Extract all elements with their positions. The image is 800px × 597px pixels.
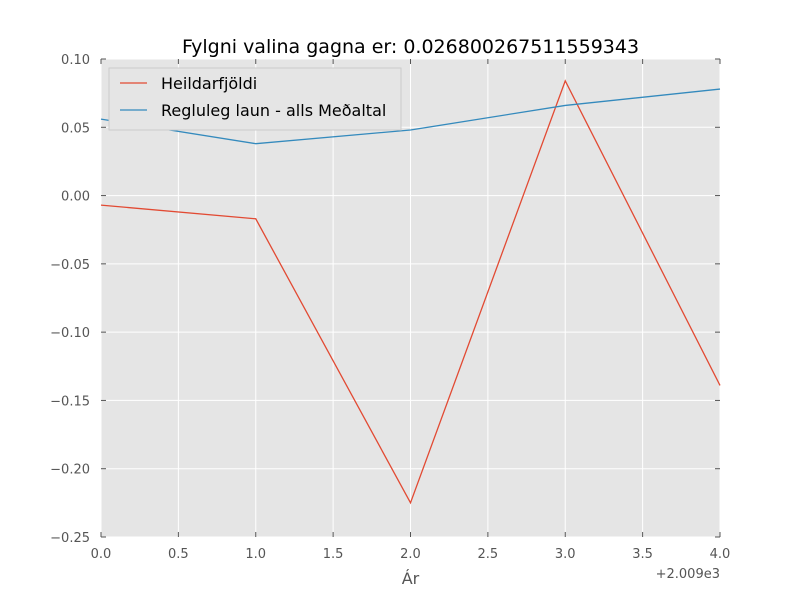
legend-label-1: Heildarfjöldi <box>161 74 257 93</box>
y-tick-label: −0.15 <box>50 394 90 409</box>
x-tick-label: 0.0 <box>91 547 112 562</box>
y-tick-label: −0.25 <box>50 531 90 546</box>
x-tick-label: 3.0 <box>555 547 576 562</box>
x-tick-label: 2.5 <box>478 547 499 562</box>
y-tick-label: −0.05 <box>50 258 90 273</box>
series-line-2 <box>100 88 721 145</box>
x-tick-label: 4.0 <box>710 547 731 562</box>
series-lines <box>100 79 721 505</box>
x-tick-label: 3.5 <box>632 547 653 562</box>
axis-ticks: 0.0 0.5 1.0 1.5 2.0 2.5 3.0 3.5 4.0 0.10 0.05 0.00 −… <box>50 53 730 562</box>
y-tick-label: −0.10 <box>50 326 90 341</box>
y-tick-label: 0.05 <box>61 121 90 136</box>
y-tick-label: 0.10 <box>61 53 90 68</box>
chart-title: Fylgni valina gagna er: 0.02680026751155… <box>182 36 639 58</box>
y-tick-label: 0.00 <box>61 190 90 205</box>
x-tick-label: 1.5 <box>323 547 344 562</box>
x-tick-label: 0.5 <box>168 547 189 562</box>
legend: Heildarfjöldi Regluleg laun - alls Meðalt… <box>108 67 402 131</box>
series-line-1 <box>100 79 721 505</box>
x-tick-label: 1.0 <box>245 547 266 562</box>
x-tick-label: 2.0 <box>400 547 421 562</box>
x-axis-offset-label: +2.009e3 <box>656 567 720 582</box>
grid <box>100 58 721 538</box>
y-tick-label: −0.20 <box>50 463 90 478</box>
legend-box <box>108 67 402 131</box>
x-axis-label: Ár <box>402 569 420 588</box>
legend-label-2: Regluleg laun - alls Meðaltal <box>161 101 386 120</box>
